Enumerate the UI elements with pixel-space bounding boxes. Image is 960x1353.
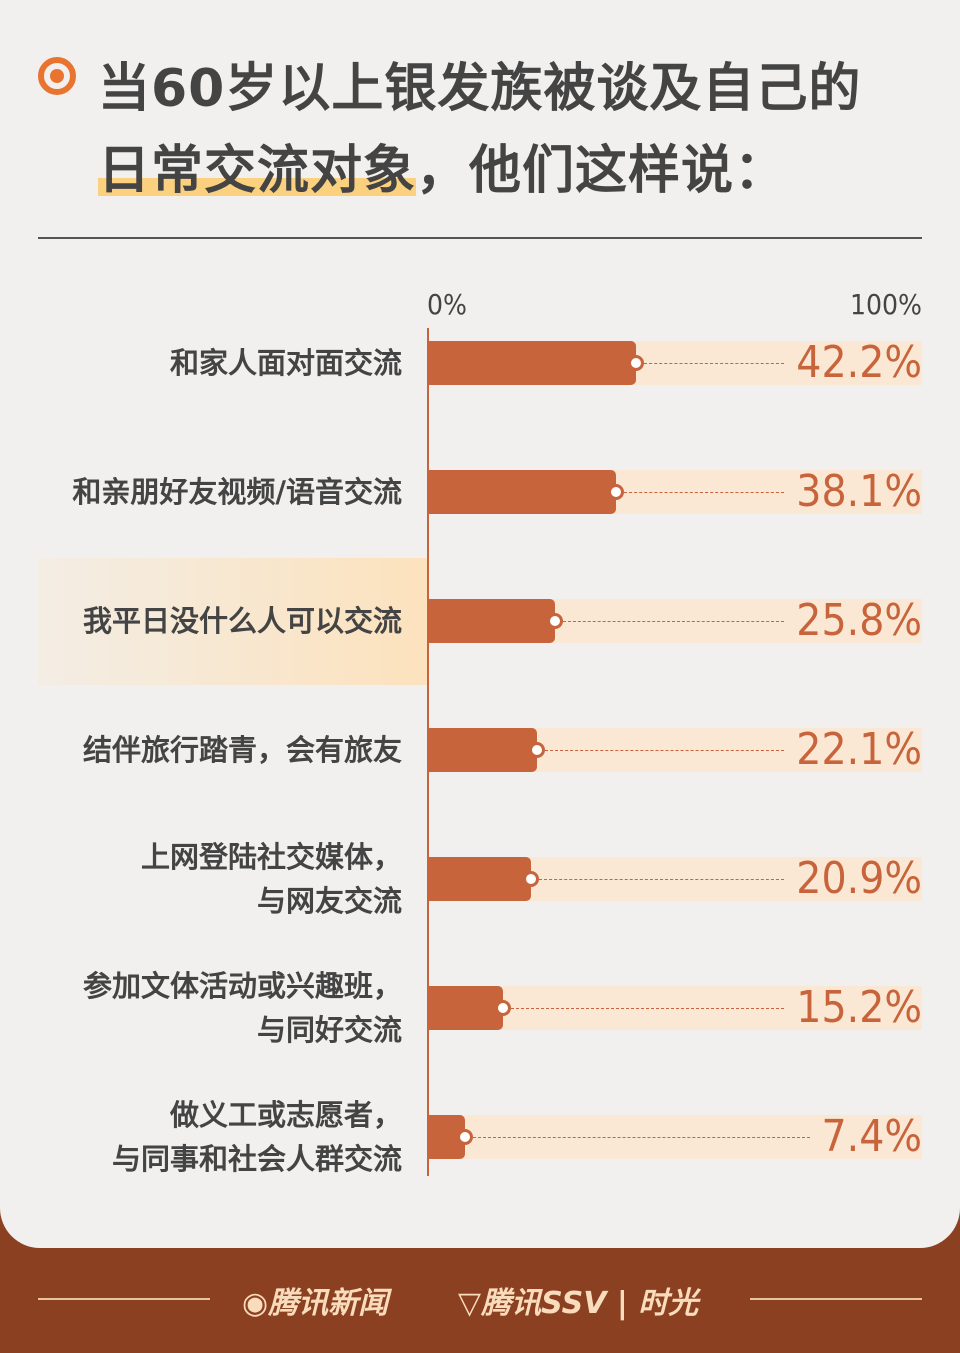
bar-end-dot [456, 1129, 473, 1145]
value-label: 42.2% [796, 337, 922, 388]
bar-end-dot [529, 742, 546, 758]
x-tick-0: 0% [427, 288, 467, 321]
ssv-icon: ▽ [458, 1286, 482, 1321]
footer-line-right [750, 1298, 922, 1300]
value-label: 15.2% [796, 982, 922, 1033]
leader-line [511, 1008, 784, 1009]
bar-end-dot [523, 871, 540, 887]
tencent-ssv-logo: ▽腾讯SSV | 时光 [458, 1286, 699, 1321]
card: 当60岁以上银发族被谈及自己的 日常交流对象，他们这样说： 0% 100% 和家… [0, 0, 960, 1248]
title-rest: ，他们这样说： [416, 141, 788, 201]
value-label: 20.9% [796, 853, 922, 904]
y-axis-line [427, 328, 429, 1176]
footer-line-left [38, 1298, 210, 1300]
divider [38, 237, 922, 239]
bell-icon: ◉ [242, 1286, 269, 1321]
title-highlight: 日常交流对象 [98, 141, 417, 201]
highlight-row-background [38, 558, 428, 685]
bar [428, 986, 504, 1030]
bar-end-dot [547, 613, 564, 629]
title-line-2: 日常交流对象，他们这样说： [98, 128, 787, 203]
leader-line [563, 621, 784, 622]
category-label: 参加文体活动或兴趣班， 与同好交流 [82, 969, 402, 1047]
bar [428, 341, 637, 385]
leader-line [644, 363, 784, 364]
target-icon [38, 57, 76, 95]
bar-end-dot [628, 355, 645, 371]
value-label: 22.1% [796, 724, 922, 775]
bar-end-dot [495, 1000, 512, 1016]
title-line-1: 当60岁以上银发族被谈及自己的 [98, 59, 862, 119]
bar [428, 470, 617, 514]
bar [428, 728, 538, 772]
category-label: 我平日没什么人可以交流 [82, 604, 402, 638]
tencent-news-logo: ◉腾讯新闻 [242, 1286, 389, 1321]
leader-line [472, 1137, 810, 1138]
x-tick-100: 100% [849, 288, 922, 321]
leader-line [539, 879, 784, 880]
value-label: 25.8% [796, 595, 922, 646]
value-label: 38.1% [796, 466, 922, 517]
category-label: 做义工或志愿者， 与同事和社会人群交流 [111, 1098, 402, 1176]
bar-end-dot [608, 484, 625, 500]
category-label: 结伴旅行踏青，会有旅友 [82, 733, 402, 767]
bar [428, 599, 556, 643]
footer: ◉腾讯新闻 ▽腾讯SSV | 时光 [0, 1248, 960, 1353]
leader-line [624, 492, 784, 493]
category-label: 和家人面对面交流 [169, 346, 402, 380]
leader-line [545, 750, 784, 751]
value-label: 7.4% [821, 1111, 922, 1162]
category-label: 和亲朋好友视频/语音交流 [72, 475, 402, 509]
category-label: 上网登陆社交媒体， 与网友交流 [140, 840, 402, 918]
bar [428, 857, 532, 901]
